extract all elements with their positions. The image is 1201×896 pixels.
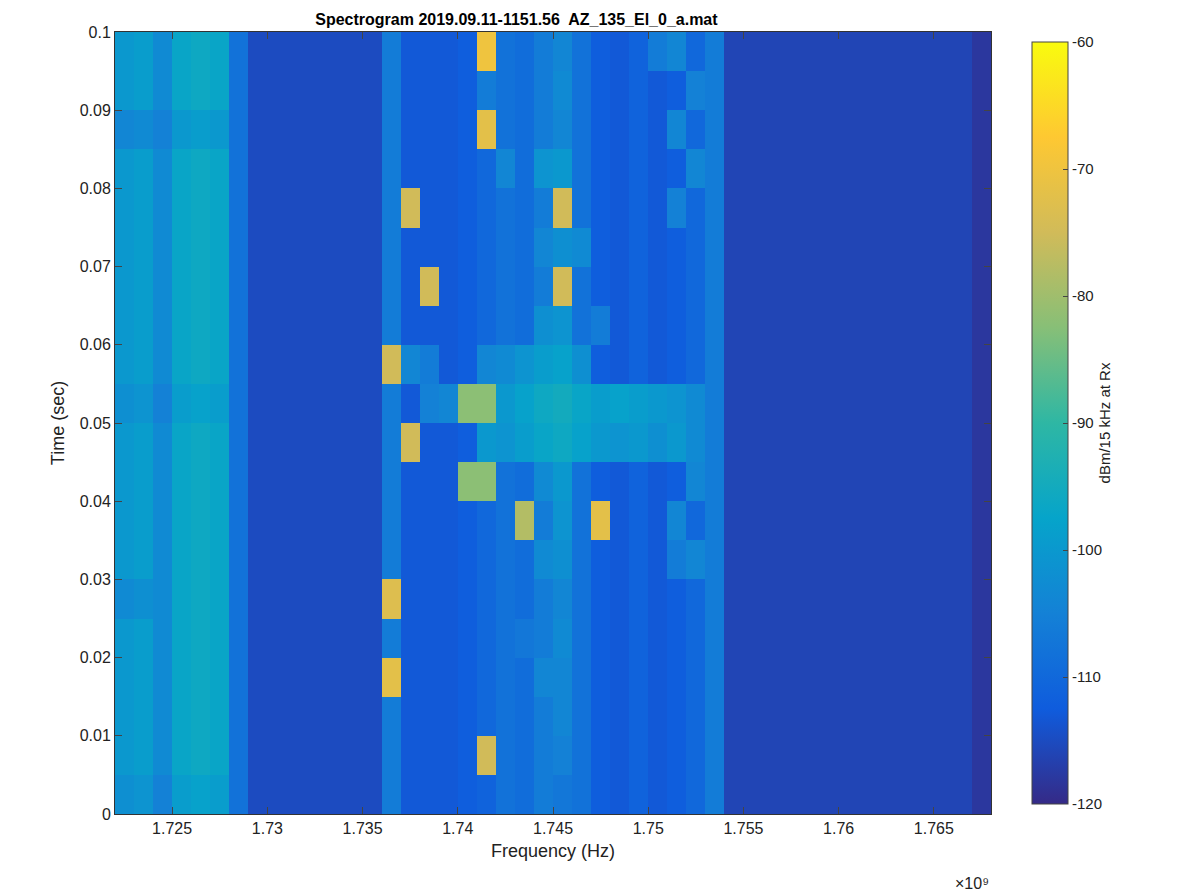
svg-text:×10⁹: ×10⁹ xyxy=(955,875,989,892)
svg-text:-80: -80 xyxy=(1072,287,1094,304)
svg-text:1.745: 1.745 xyxy=(533,820,573,837)
svg-text:0.01: 0.01 xyxy=(80,727,111,744)
svg-text:Frequency (Hz): Frequency (Hz) xyxy=(491,841,615,861)
svg-text:-110: -110 xyxy=(1072,668,1101,685)
svg-text:1.735: 1.735 xyxy=(343,820,383,837)
svg-text:-90: -90 xyxy=(1072,414,1094,431)
svg-text:0.04: 0.04 xyxy=(80,493,111,510)
svg-text:0.07: 0.07 xyxy=(80,258,111,275)
svg-text:0.02: 0.02 xyxy=(80,649,111,666)
svg-text:Spectrogram 2019.09.11-1151.56: Spectrogram 2019.09.11-1151.56 AZ_135_El… xyxy=(315,11,718,28)
svg-text:1.75: 1.75 xyxy=(633,820,664,837)
svg-text:1.73: 1.73 xyxy=(252,820,283,837)
svg-text:dBm/15 kHz at Rx: dBm/15 kHz at Rx xyxy=(1096,362,1113,483)
svg-text:0: 0 xyxy=(102,806,111,823)
svg-text:0.03: 0.03 xyxy=(80,571,111,588)
svg-text:-60: -60 xyxy=(1072,33,1094,50)
svg-text:1.74: 1.74 xyxy=(442,820,473,837)
svg-text:1.755: 1.755 xyxy=(723,820,763,837)
svg-text:-70: -70 xyxy=(1072,160,1094,177)
svg-text:0.06: 0.06 xyxy=(80,336,111,353)
svg-text:1.725: 1.725 xyxy=(152,820,192,837)
svg-text:1.76: 1.76 xyxy=(823,820,854,837)
svg-text:0.08: 0.08 xyxy=(80,180,111,197)
svg-text:Time (sec): Time (sec) xyxy=(48,381,68,465)
svg-text:0.05: 0.05 xyxy=(80,415,111,432)
svg-text:-120: -120 xyxy=(1072,795,1102,812)
svg-text:0.1: 0.1 xyxy=(89,24,111,41)
svg-text:1.765: 1.765 xyxy=(914,820,954,837)
svg-text:-100: -100 xyxy=(1072,541,1102,558)
svg-text:0.09: 0.09 xyxy=(80,102,111,119)
